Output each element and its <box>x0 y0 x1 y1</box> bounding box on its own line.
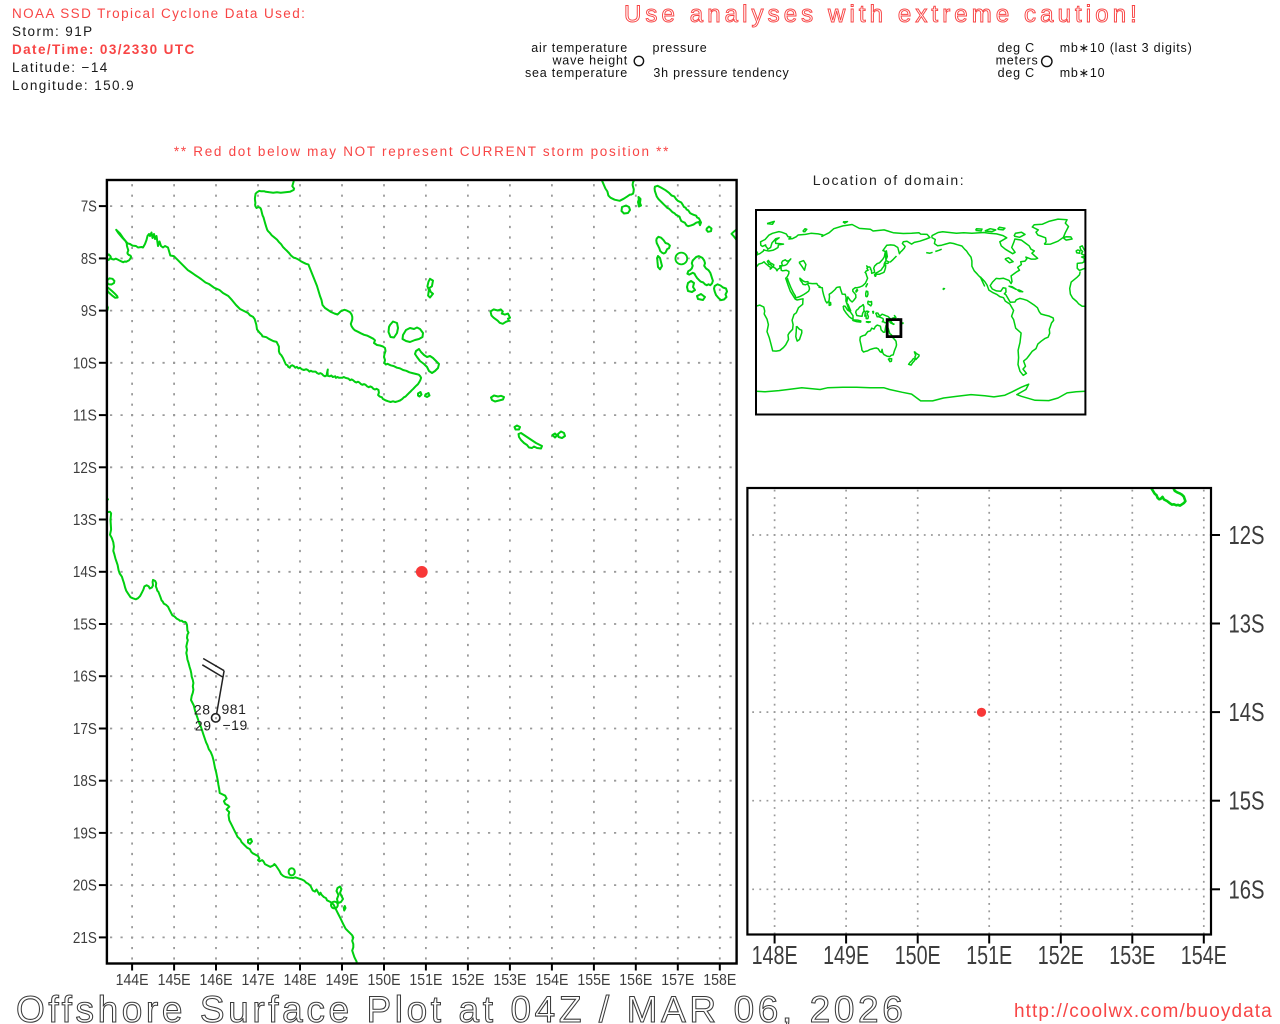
svg-text:11S: 11S <box>73 408 97 425</box>
svg-text:10S: 10S <box>73 355 97 372</box>
svg-text:150E: 150E <box>895 940 941 970</box>
svg-text:154E: 154E <box>1181 940 1227 970</box>
svg-text:Date/Time: 03/2330 UTC: Date/Time: 03/2330 UTC <box>12 42 196 57</box>
svg-text:17S: 17S <box>73 721 97 738</box>
svg-text:148E: 148E <box>752 940 798 970</box>
svg-text:http://coolwx.com/buoydata: http://coolwx.com/buoydata <box>1014 1001 1273 1022</box>
svg-text:146E: 146E <box>200 972 233 989</box>
svg-text:16S: 16S <box>73 669 97 686</box>
svg-text:29: 29 <box>195 718 212 734</box>
svg-text:153E: 153E <box>493 972 526 989</box>
svg-text:Offshore Surface Plot at 04Z /: Offshore Surface Plot at 04Z / MAR 06, 2… <box>16 989 906 1024</box>
svg-text:152E: 152E <box>1038 940 1084 970</box>
svg-text:mb∗10: mb∗10 <box>1060 66 1106 80</box>
svg-text:9S: 9S <box>81 303 97 320</box>
svg-text:16S: 16S <box>1229 874 1265 904</box>
svg-text:14S: 14S <box>73 564 97 581</box>
svg-text:18S: 18S <box>73 773 97 790</box>
svg-text:15S: 15S <box>1229 786 1265 816</box>
svg-text:pressure: pressure <box>653 41 708 55</box>
svg-text:147E: 147E <box>242 972 275 989</box>
svg-text:mb∗10 (last 3 digits): mb∗10 (last 3 digits) <box>1060 41 1193 55</box>
svg-text:deg C: deg C <box>998 66 1035 80</box>
svg-text:Storm: 91P: Storm: 91P <box>12 24 94 39</box>
svg-text:145E: 145E <box>158 972 191 989</box>
svg-text:153E: 153E <box>1109 940 1155 970</box>
svg-text:sea temperature: sea temperature <box>525 66 628 80</box>
svg-text:151E: 151E <box>966 940 1012 970</box>
svg-text:14S: 14S <box>1229 697 1265 727</box>
svg-text:155E: 155E <box>577 972 610 989</box>
svg-text:13S: 13S <box>73 512 97 529</box>
svg-text:3h pressure tendency: 3h pressure tendency <box>653 66 789 80</box>
svg-text:** Red dot below may NOT repre: ** Red dot below may NOT represent CURRE… <box>174 144 670 159</box>
svg-text:156E: 156E <box>619 972 652 989</box>
svg-text:157E: 157E <box>661 972 694 989</box>
svg-text:21S: 21S <box>73 930 97 947</box>
svg-text:deg C: deg C <box>998 41 1035 55</box>
svg-text:12S: 12S <box>73 460 97 477</box>
svg-text:28: 28 <box>194 702 211 718</box>
svg-text:Latitude: −14: Latitude: −14 <box>12 60 109 75</box>
svg-text:149E: 149E <box>823 940 869 970</box>
svg-text:151E: 151E <box>409 972 442 989</box>
svg-text:19S: 19S <box>73 825 97 842</box>
svg-text:12S: 12S <box>1229 520 1265 550</box>
svg-text:154E: 154E <box>535 972 568 989</box>
svg-text:Location of domain:: Location of domain: <box>813 172 966 188</box>
svg-text:152E: 152E <box>451 972 484 989</box>
svg-text:7S: 7S <box>81 199 97 216</box>
svg-text:NOAA SSD Tropical Cyclone Data: NOAA SSD Tropical Cyclone Data Used: <box>12 6 306 21</box>
svg-text:Longitude: 150.9: Longitude: 150.9 <box>12 78 135 93</box>
svg-text:150E: 150E <box>368 972 401 989</box>
svg-text:981: 981 <box>222 701 247 717</box>
svg-text:148E: 148E <box>284 972 317 989</box>
svg-text:Use analyses with extreme caut: Use analyses with extreme caution! <box>624 1 1141 28</box>
svg-text:−19: −19 <box>223 717 248 733</box>
svg-text:8S: 8S <box>81 251 97 268</box>
svg-text:meters: meters <box>996 54 1039 68</box>
svg-text:air temperature: air temperature <box>531 41 628 55</box>
svg-text:15S: 15S <box>73 617 97 634</box>
svg-text:158E: 158E <box>703 972 736 989</box>
svg-text:144E: 144E <box>116 972 149 989</box>
svg-text:13S: 13S <box>1229 609 1265 639</box>
svg-text:20S: 20S <box>73 878 97 895</box>
svg-text:149E: 149E <box>326 972 359 989</box>
svg-text:wave height: wave height <box>551 54 628 68</box>
